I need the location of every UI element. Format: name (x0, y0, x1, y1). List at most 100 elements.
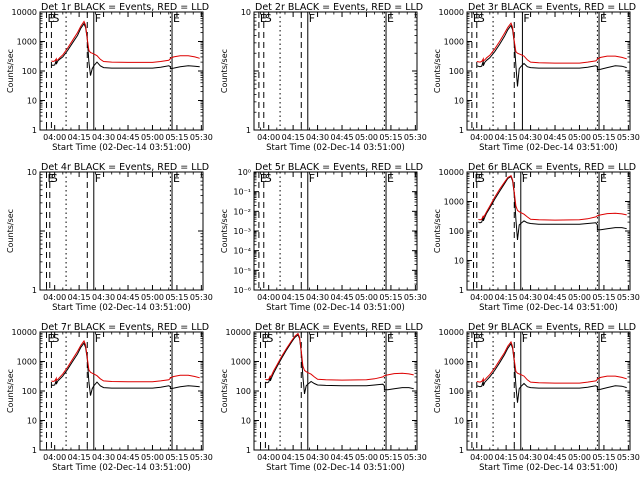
x-tick-label: 04:00 (470, 293, 493, 302)
x-tick-label: 05:00 (568, 133, 591, 142)
marker-label: S (478, 12, 485, 25)
y-tick-label: 10⁻⁶ (233, 286, 251, 295)
x-tick-label: 04:00 (257, 133, 280, 142)
panel-title: Det 4r BLACK = Events, RED = LLD (41, 162, 209, 173)
plot-frame (466, 11, 631, 131)
panel-title: Det 6r BLACK = Events, RED = LLD (468, 162, 636, 173)
x-tick-label: 05:00 (355, 453, 378, 462)
x-tick-label: 05:15 (592, 293, 615, 302)
panel-det-1r: Det 1r BLACK = Events, RED = LLD 1 10 100 10… (6, 2, 213, 153)
y-tick-label: 100 (449, 67, 464, 76)
y-tick-label: 1000 (444, 38, 464, 47)
marker-label: F (309, 172, 315, 185)
x-tick-label: 04:15 (68, 453, 91, 462)
x-tick-label: 05:15 (165, 133, 188, 142)
x-tick-label: 05:30 (617, 453, 640, 462)
x-tick-label: 04:00 (43, 133, 66, 142)
y-axis-label: Counts/sec (6, 369, 15, 413)
series-line-events (51, 22, 200, 76)
marker-label: F (95, 172, 101, 185)
panel-det-6r: Det 6r BLACK = Events, RED = LLD 1 10 100 10… (433, 162, 640, 313)
x-tick-label: 05:30 (617, 133, 640, 142)
marker-label: S (478, 172, 485, 185)
series-line-events (478, 175, 627, 240)
series-line-lld (476, 340, 627, 384)
y-axis-label: Counts/sec (6, 49, 15, 93)
y-tick-label: 1 (459, 286, 464, 295)
x-tick-label: 04:15 (495, 293, 518, 302)
marker-label: S (265, 172, 272, 185)
series-line-lld (51, 20, 200, 63)
y-tick-label: 10 (454, 97, 464, 106)
x-tick-label: 04:45 (543, 453, 566, 462)
y-tick-label: 10⁰ (238, 168, 251, 177)
x-tick-label: 05:15 (165, 453, 188, 462)
x-tick-label: 05:00 (141, 453, 164, 462)
x-tick-label: 05:15 (379, 453, 402, 462)
y-tick-label: 10000 (439, 8, 464, 17)
series-line-lld (476, 22, 627, 64)
x-tick-label: 04:15 (68, 293, 91, 302)
y-axis-label: Counts/sec (6, 209, 15, 253)
x-tick-label: 04:45 (116, 293, 139, 302)
x-tick-label: 04:45 (116, 133, 139, 142)
y-tick-label: 1000 (17, 38, 37, 47)
y-tick-label: 10 (27, 168, 37, 177)
y-tick-label: 100 (22, 67, 37, 76)
x-tick-label: 05:30 (404, 453, 427, 462)
marker-label: F (309, 332, 315, 345)
y-axis-label: Counts/sec (220, 209, 229, 253)
series-line-lld (51, 339, 200, 383)
marker-label: E (48, 172, 55, 185)
y-tick-label: 10⁻² (233, 207, 251, 216)
x-tick-label: 05:00 (141, 133, 164, 142)
marker-label: F (523, 12, 529, 25)
x-tick-label: 04:45 (116, 453, 139, 462)
panel-title: Det 8r BLACK = Events, RED = LLD (255, 322, 423, 333)
marker-label: S (266, 332, 273, 345)
x-tick-label: 04:00 (470, 453, 493, 462)
y-tick-label: 1000 (444, 198, 464, 207)
marker-label: S (52, 12, 59, 25)
marker-label: E (173, 12, 180, 25)
plot-frame (466, 331, 631, 451)
marker-label: S (51, 172, 58, 185)
x-tick-label: 05:30 (404, 293, 427, 302)
y-tick-label: 10⁻⁴ (233, 247, 251, 256)
x-tick-label: 04:15 (68, 133, 91, 142)
x-tick-label: 05:15 (379, 293, 402, 302)
panel-det-2r: Det 2r BLACK = Events, RED = LLD 1 10 04:00… (220, 2, 427, 153)
y-tick-label: 1 (246, 126, 251, 135)
series-line-events (476, 24, 627, 87)
x-tick-label: 04:00 (43, 293, 66, 302)
series-line-events (51, 342, 200, 396)
y-tick-label: 100 (449, 227, 464, 236)
marker-label: E (387, 12, 394, 25)
x-tick-label: 05:00 (355, 293, 378, 302)
x-tick-label: 04:30 (519, 453, 542, 462)
x-axis-label: Start Time (02-Dec-14 03:51:00) (479, 303, 618, 313)
marker-label: S (478, 332, 485, 345)
y-tick-label: 100 (449, 387, 464, 396)
panel-title: Det 1r BLACK = Events, RED = LLD (41, 2, 209, 13)
x-tick-label: 04:45 (543, 133, 566, 142)
y-axis-label: Counts/sec (220, 369, 229, 413)
plot-frame (253, 331, 418, 451)
marker-label: E (600, 172, 607, 185)
x-tick-label: 05:30 (617, 293, 640, 302)
x-axis-label: Start Time (02-Dec-14 03:51:00) (479, 143, 618, 153)
x-tick-label: 04:30 (92, 133, 115, 142)
x-tick-label: 04:30 (519, 293, 542, 302)
x-tick-label: 05:30 (190, 293, 213, 302)
marker-label: S (52, 332, 59, 345)
plot-frame (466, 171, 631, 291)
y-axis-label: Counts/sec (433, 49, 442, 93)
marker-label: F (309, 12, 315, 25)
marker-label: E (387, 332, 394, 345)
x-axis-label: Start Time (02-Dec-14 03:51:00) (266, 303, 405, 313)
x-tick-label: 04:45 (543, 293, 566, 302)
x-tick-label: 04:00 (257, 293, 280, 302)
x-tick-label: 04:15 (495, 453, 518, 462)
y-tick-label: 10 (241, 417, 251, 426)
x-tick-label: 04:30 (306, 293, 329, 302)
